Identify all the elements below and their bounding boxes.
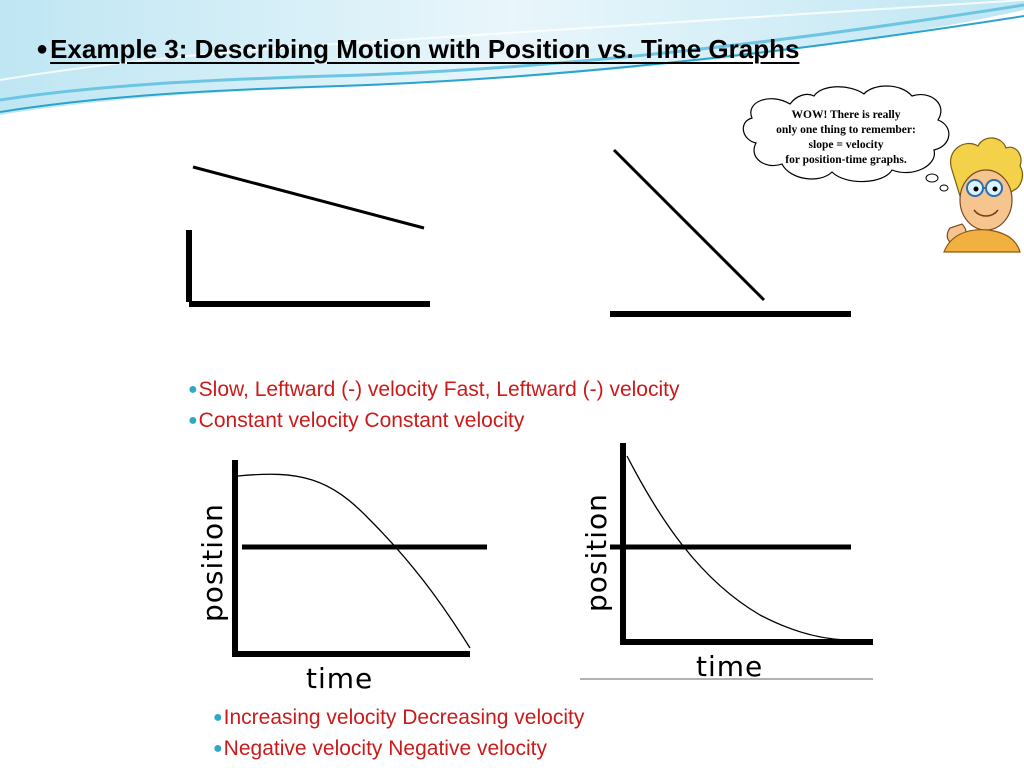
bullet-icon: ● (188, 381, 198, 398)
title-bullet-icon: ● (36, 38, 49, 60)
bottom-caption-line-2: ●Negative velocity Negative velocity (213, 737, 547, 761)
top-caption-line-1: ●Slow, Leftward (-) velocity Fast, Leftw… (188, 378, 679, 402)
bubble-text-line-4: for position-time graphs. (785, 154, 907, 166)
x-axis-label: time (306, 662, 373, 695)
position-curve (626, 455, 853, 641)
slide-title-text: Example 3: Describing Motion with Positi… (50, 34, 800, 64)
y-axis-label: position (580, 493, 613, 612)
y-axis-label: position (196, 503, 229, 622)
x-axis-label: time (696, 650, 763, 683)
header-wave-decoration (0, 0, 1024, 115)
position-line (192, 165, 425, 230)
top-caption-text-2: Constant velocity Constant velocity (198, 409, 525, 432)
bottom-caption-text-2: Negative velocity Negative velocity (223, 737, 547, 760)
bullet-icon: ● (213, 740, 223, 757)
bullet-icon: ● (188, 412, 198, 429)
slide-title: ●Example 3: Describing Motion with Posit… (36, 34, 799, 65)
bottom-caption-line-1: ●Increasing velocity Decreasing velocity (213, 706, 584, 730)
bottom-caption-text-1: Increasing velocity Decreasing velocity (223, 706, 585, 729)
position-line (612, 148, 766, 302)
bubble-text-line-1: WOW! There is really (792, 109, 901, 121)
bullet-icon: ● (213, 709, 223, 726)
position-curve (237, 473, 471, 649)
top-caption-line-2: ●Constant velocity Constant velocity (188, 409, 524, 433)
bubble-text-line-3: slope = velocity (809, 139, 884, 151)
top-caption-text-1: Slow, Leftward (-) velocity Fast, Leftwa… (198, 378, 680, 401)
bubble-text-line-2: only one thing to remember: (776, 124, 916, 136)
